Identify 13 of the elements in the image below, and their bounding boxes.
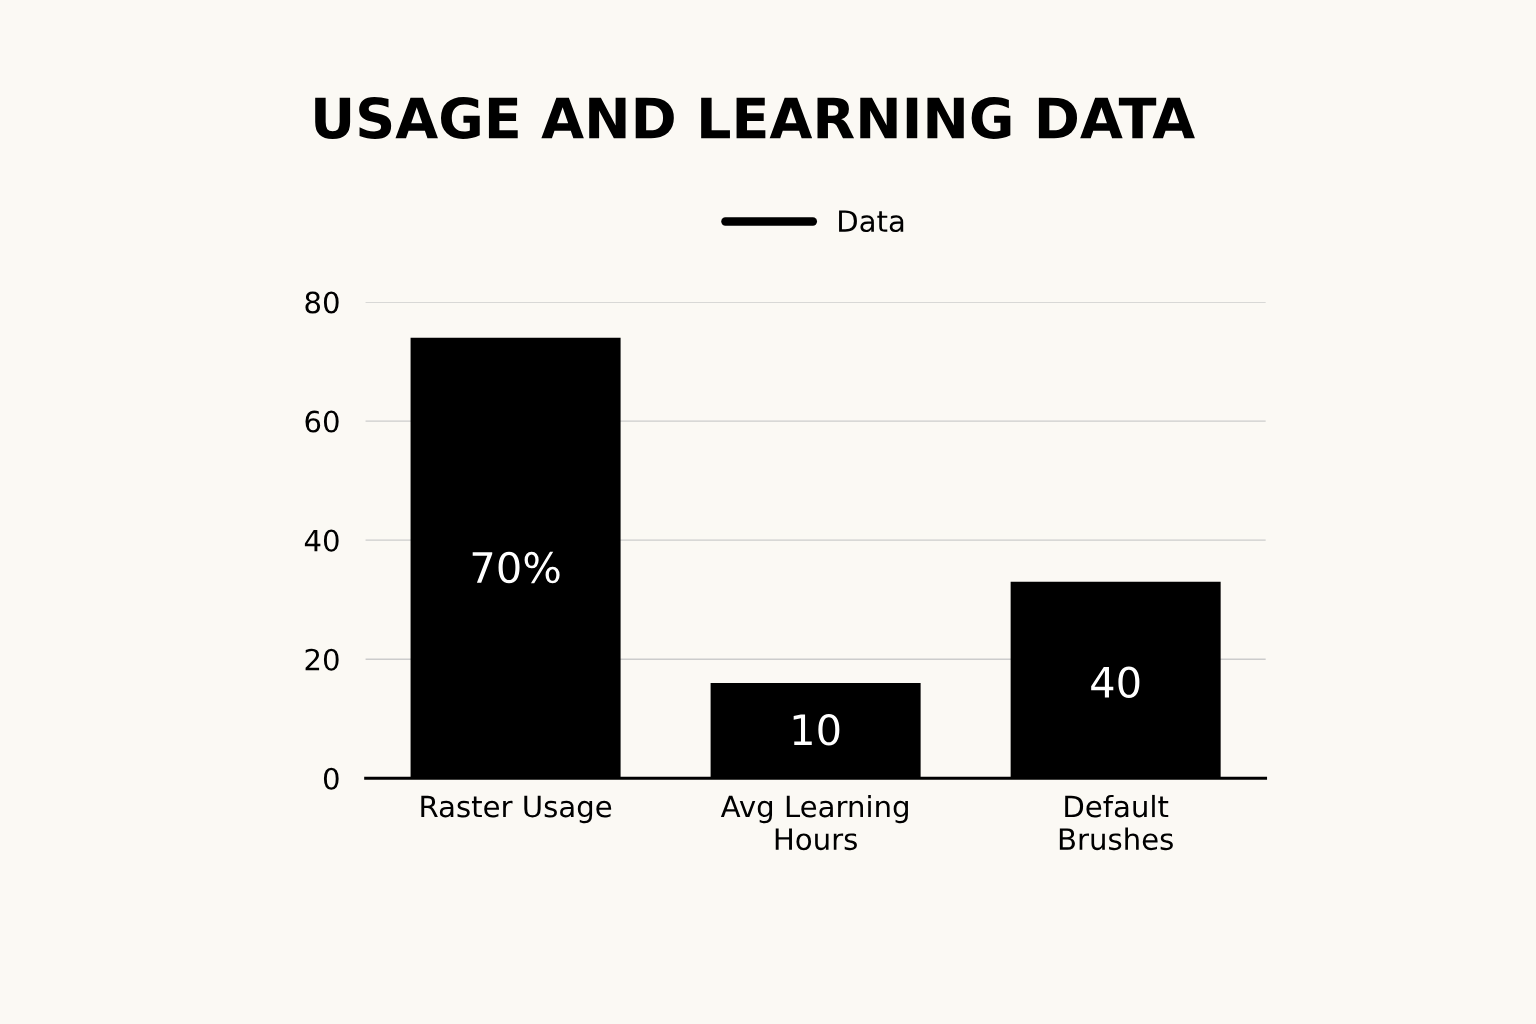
x-tick-label: Default Brushes	[1059, 794, 1173, 851]
x-tick-label: Avg Learning Hours	[720, 794, 908, 851]
y-tick-label: 60	[305, 410, 339, 433]
y-tick-label: 80	[305, 291, 339, 314]
y-tick-label: 40	[304, 529, 339, 552]
x-tick-label: Raster Usage	[421, 795, 612, 824]
y-tick-label: 20	[305, 648, 339, 671]
annotation: 40	[1091, 666, 1140, 699]
y-tick-label: 0	[323, 767, 339, 790]
legend-label: Data	[839, 210, 904, 233]
annotation: 10	[793, 714, 840, 746]
chart-title: USAGE AND LEARNING DATA	[315, 96, 1195, 139]
annotation: 70%	[472, 551, 560, 584]
